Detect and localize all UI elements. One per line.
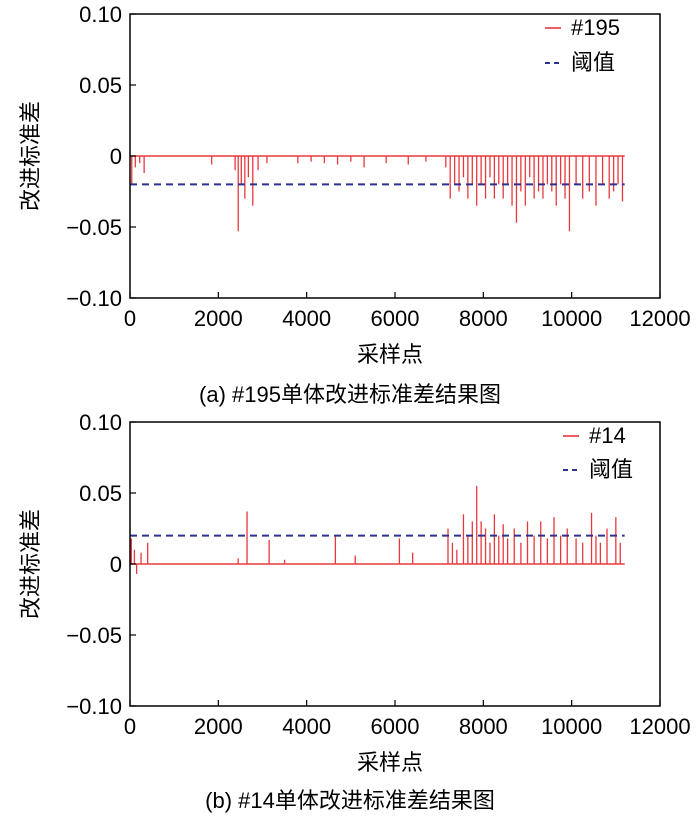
- y-tick-label: −0.10: [66, 694, 122, 719]
- y-tick-label: −0.05: [66, 215, 122, 240]
- chart-panel-a: 0 2000 4000 6000 8000 10000 12000 0.10 0.05 0 −0.0…: [19, 2, 691, 407]
- legend-label-threshold: 阈值: [589, 457, 633, 482]
- y-tick-label: −0.10: [66, 286, 122, 311]
- x-tick-label: 8000: [459, 714, 508, 739]
- x-tick-label: 10000: [541, 714, 602, 739]
- x-tick-label: 8000: [459, 306, 508, 331]
- x-axis-label: 采样点: [357, 343, 423, 368]
- legend: #195 阈值: [545, 15, 620, 75]
- legend-label-series: #14: [589, 423, 626, 448]
- x-tick-label: 10000: [541, 306, 602, 331]
- x-axis-label: 采样点: [357, 751, 423, 776]
- y-tick-label: 0.10: [79, 2, 122, 27]
- figure-caption: (a) #195单体改进标准差结果图: [199, 382, 501, 407]
- x-tick-label: 12000: [629, 306, 690, 331]
- legend: #14 阈值: [563, 423, 633, 482]
- chart-panel-b: 0 2000 4000 6000 8000 10000 12000 0.10 0.05 0 −0.0…: [19, 410, 691, 813]
- x-tick-label: 0: [124, 714, 136, 739]
- y-tick-label: −0.05: [66, 623, 122, 648]
- y-tick-label: 0.10: [79, 410, 122, 435]
- x-tick-label: 4000: [282, 306, 331, 331]
- y-tick-label: 0.05: [79, 481, 122, 506]
- x-tick-label: 0: [124, 306, 136, 331]
- y-tick-label: 0: [110, 552, 122, 577]
- y-tick-label: 0: [110, 144, 122, 169]
- x-tick-label: 6000: [371, 714, 420, 739]
- y-axis-label: 改进标准差: [19, 101, 44, 211]
- x-tick-label: 12000: [629, 714, 690, 739]
- x-tick-label: 2000: [194, 714, 243, 739]
- x-tick-label: 2000: [194, 306, 243, 331]
- x-tick-label: 4000: [282, 714, 331, 739]
- y-axis-label: 改进标准差: [19, 509, 44, 619]
- legend-label-series: #195: [571, 15, 620, 40]
- legend-label-threshold: 阈值: [571, 50, 615, 75]
- x-tick-label: 6000: [371, 306, 420, 331]
- y-tick-label: 0.05: [79, 73, 122, 98]
- figure-caption: (b) #14单体改进标准差结果图: [205, 788, 495, 813]
